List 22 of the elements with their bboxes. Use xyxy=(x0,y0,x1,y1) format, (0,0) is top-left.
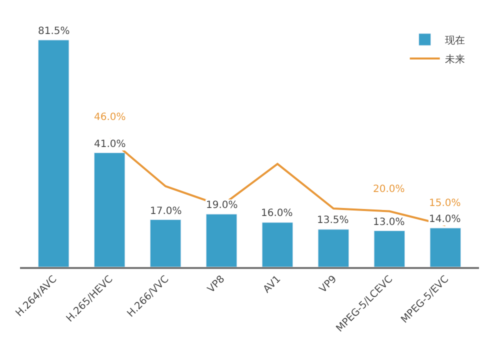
bar xyxy=(430,228,462,267)
legend-label: 未来 xyxy=(444,53,465,66)
x-tick-label: VP8 xyxy=(206,274,228,296)
bar xyxy=(38,40,70,267)
bar xyxy=(318,229,350,267)
bar xyxy=(374,230,406,267)
data-label: 16.0% xyxy=(261,208,293,219)
data-label: 46.0% xyxy=(94,112,126,123)
data-label: 41.0% xyxy=(94,139,126,150)
bar xyxy=(150,219,182,267)
x-tick-label: VP9 xyxy=(318,274,340,296)
legend-label: 现在 xyxy=(444,34,465,46)
data-label: 15.0% xyxy=(429,198,461,209)
data-label: 14.0% xyxy=(429,214,461,225)
data-label: 81.5% xyxy=(38,26,70,37)
data-label: 13.5% xyxy=(317,215,349,226)
bar xyxy=(206,214,238,267)
bar xyxy=(262,222,294,267)
data-label: 20.0% xyxy=(373,184,405,195)
data-label: 17.0% xyxy=(150,206,182,217)
data-label: 13.0% xyxy=(373,217,405,228)
bar xyxy=(94,152,126,267)
